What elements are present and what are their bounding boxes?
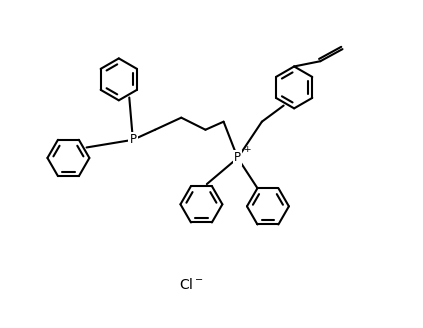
Text: P: P xyxy=(234,152,241,164)
Text: +: + xyxy=(243,145,250,154)
Text: Cl$^-$: Cl$^-$ xyxy=(179,277,204,293)
Text: P: P xyxy=(129,133,136,146)
